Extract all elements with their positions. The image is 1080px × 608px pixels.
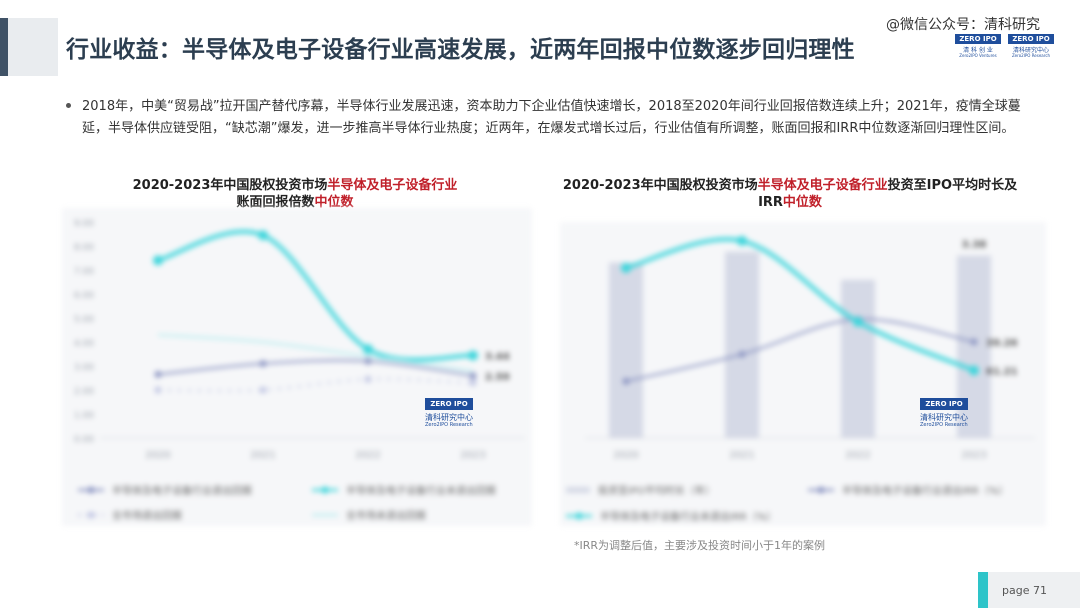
chart1-xtick-label: 2022 bbox=[355, 450, 380, 461]
chart1-data-point bbox=[469, 379, 477, 387]
chart1-ytick-label: 4.00 bbox=[74, 339, 94, 349]
chart1-data-point bbox=[469, 372, 477, 380]
chart1-ytick-label: 9.00 bbox=[74, 219, 94, 229]
chart2-series-line bbox=[625, 237, 975, 373]
page-number-box bbox=[988, 572, 1080, 608]
chart2-data-point bbox=[738, 350, 746, 358]
chart2-xtick-label: 2021 bbox=[729, 450, 754, 461]
chart1-data-label: 2.59 bbox=[485, 372, 510, 383]
chart1-data-point bbox=[468, 350, 478, 361]
chart1-data-label: 3.44 bbox=[485, 351, 510, 362]
chart2-xtick-label: 2022 bbox=[845, 450, 870, 461]
page-number: page 71 bbox=[1002, 584, 1047, 597]
chart1-ytick-label: 8.00 bbox=[74, 243, 94, 253]
chart2-legend-label: 半导体及电子设备行业未退出IRR（%） bbox=[600, 510, 776, 523]
chart1-title: 2020-2023年中国股权投资市场半导体及电子设备行业 账面回报倍数中位数 bbox=[132, 178, 458, 210]
chart2-legend-marker bbox=[817, 486, 825, 494]
chart1-legend-label: 全市场未退出回报 bbox=[346, 509, 426, 522]
chart2-series-line bbox=[625, 318, 975, 383]
chart1-data-point bbox=[258, 230, 268, 241]
chart2-data-point bbox=[622, 377, 630, 385]
chart2-data-point bbox=[970, 338, 978, 346]
chart1-ytick-label: 5.00 bbox=[74, 315, 94, 325]
chart1-xtick-label: 2020 bbox=[145, 450, 170, 461]
chart2-bar-label: 3.38 bbox=[962, 239, 987, 250]
chart2-data-label: 61.21 bbox=[986, 367, 1018, 378]
chart1-data-point bbox=[153, 255, 163, 266]
chart1-legend-label: 全市场退出回报 bbox=[112, 509, 182, 522]
chart2-bar bbox=[609, 262, 643, 438]
zero2ipo-ventures-logo: ZERO IPO 清 科 创 业 Zero2IPO Ventures bbox=[955, 34, 1001, 60]
chart1-series-line bbox=[157, 229, 474, 362]
chart1-legend-label: 半导体及电子设备行业未退出回报 bbox=[346, 484, 496, 497]
chart1-data-point bbox=[259, 386, 267, 394]
chart2-data-label: 39.26 bbox=[986, 338, 1018, 349]
title-accent-block bbox=[8, 18, 58, 76]
chart1-data-point bbox=[154, 370, 162, 378]
chart1-data-point bbox=[363, 344, 373, 355]
chart1-legend-marker bbox=[87, 511, 95, 519]
page-title: 行业收益：半导体及电子设备行业高速发展，近两年回报中位数逐步回归理性 bbox=[66, 37, 855, 63]
chart2-xtick-label: 2023 bbox=[961, 450, 986, 461]
chart1-data-point bbox=[364, 375, 372, 383]
chart1-xtick-label: 2023 bbox=[460, 450, 485, 461]
chart1-data-point bbox=[154, 386, 162, 394]
chart2-bar bbox=[725, 251, 759, 438]
bullet-icon bbox=[66, 103, 71, 108]
chart1-ytick-label: 3.00 bbox=[74, 363, 94, 373]
chart2-data-point bbox=[969, 365, 979, 376]
chart1-series-line bbox=[157, 359, 474, 377]
chart2-data-point bbox=[853, 316, 863, 327]
footnote: *IRR为调整后值，主要涉及投资时间小于1年的案例 bbox=[574, 539, 826, 552]
chart2-legend-label: 投资至IPO平均时长（年） bbox=[598, 484, 715, 497]
wechat-account: @微信公众号：清科研究 bbox=[886, 17, 1040, 33]
page-accent-bar bbox=[978, 572, 988, 608]
chart1-ytick-label: 2.00 bbox=[74, 387, 94, 397]
summary-bullet: 2018年，中美“贸易战”拉开国产替代序幕，半导体行业发展迅速，资本助力下企业估… bbox=[82, 99, 1021, 136]
chart1-legend-marker bbox=[321, 486, 329, 494]
chart1-background bbox=[62, 208, 532, 526]
chart1-xtick-label: 2021 bbox=[250, 450, 275, 461]
title-accent-bar bbox=[0, 18, 8, 76]
chart2-xtick-label: 2020 bbox=[613, 450, 638, 461]
chart1-legend-label: 半导体及电子设备行业退出回报 bbox=[112, 484, 252, 497]
chart2-title: 2020-2023年中国股权投资市场半导体及电子设备行业投资至IPO平均时长及I… bbox=[562, 178, 1018, 210]
chart1-legend-marker bbox=[87, 486, 95, 494]
chart2-data-point bbox=[737, 235, 747, 246]
chart1-data-point bbox=[364, 357, 372, 365]
chart2-bar bbox=[841, 279, 875, 438]
chart1-series-line bbox=[157, 333, 474, 372]
chart2-data-point bbox=[621, 262, 631, 273]
chart2-legend-marker bbox=[575, 512, 583, 520]
zero2ipo-research-logo: ZERO IPO 清科研究中心 Zero2IPO Research bbox=[1008, 34, 1054, 60]
chart1-data-point bbox=[259, 360, 267, 368]
chart1-ytick-label: 0.00 bbox=[74, 435, 94, 445]
chart1-ytick-label: 1.00 bbox=[74, 411, 94, 421]
chart2-legend-label: 半导体及电子设备行业退出IRR（%） bbox=[842, 484, 1008, 497]
chart1-ytick-label: 7.00 bbox=[74, 267, 94, 277]
chart1-ytick-label: 6.00 bbox=[74, 291, 94, 301]
